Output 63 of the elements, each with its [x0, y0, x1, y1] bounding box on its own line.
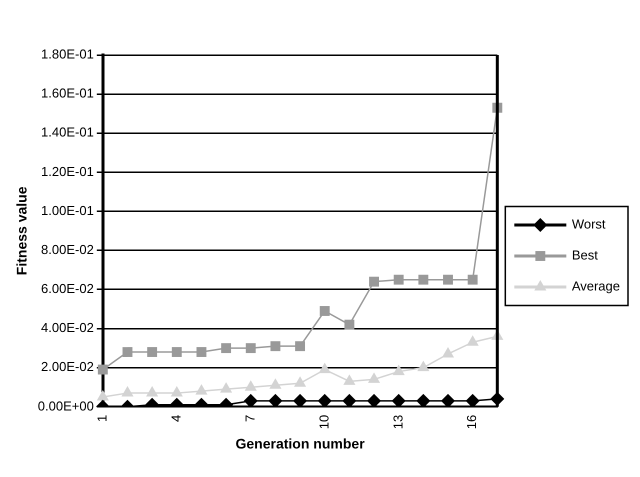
point	[318, 394, 332, 407]
point	[343, 374, 356, 385]
point	[293, 394, 308, 407]
x-tick-label: 1	[94, 414, 110, 422]
y-tick-label: 0.00E+00	[38, 398, 94, 414]
point	[122, 347, 132, 357]
point	[294, 376, 306, 387]
point	[146, 386, 158, 397]
point	[394, 274, 404, 285]
point	[221, 343, 232, 354]
point	[441, 394, 456, 407]
x-axis-title: Generation number	[236, 435, 366, 452]
point	[295, 341, 306, 352]
y-tick-label: 6.00E-02	[41, 281, 94, 296]
point	[466, 394, 480, 407]
y-tick-label: 1.80E-01	[41, 46, 94, 62]
point	[418, 274, 428, 285]
point	[466, 335, 479, 346]
point	[220, 382, 232, 393]
y-axis-title: Fitness value	[13, 186, 30, 276]
point	[443, 274, 453, 285]
point	[195, 384, 208, 395]
y-tick-label: 1.20E-01	[41, 164, 94, 179]
point	[121, 386, 134, 397]
point	[368, 372, 380, 383]
point	[417, 360, 430, 372]
legend-label: Worst	[572, 216, 606, 232]
y-tick-label: 2.00E-02	[41, 359, 94, 374]
point	[392, 394, 406, 407]
point	[269, 378, 282, 389]
y-tick-label: 8.00E-02	[41, 242, 94, 257]
x-tick-label: 10	[316, 414, 332, 430]
point	[147, 347, 158, 357]
point	[98, 364, 108, 375]
y-tick-label: 1.00E-01	[41, 202, 94, 218]
y-tick-label: 4.00E-02	[41, 320, 94, 336]
point	[246, 343, 256, 354]
point	[416, 394, 430, 407]
point	[268, 394, 282, 407]
point	[320, 306, 330, 316]
point	[270, 341, 280, 352]
legend-label: Best	[572, 248, 598, 263]
y-tick-label: 1.60E-01	[41, 86, 94, 101]
legend-label: Average	[572, 278, 620, 294]
point	[244, 394, 258, 407]
x-tick-label: 7	[242, 414, 258, 422]
point	[367, 394, 382, 407]
point	[342, 394, 356, 407]
x-tick-label: 16	[464, 414, 480, 430]
x-tick-label: 13	[390, 414, 406, 430]
point	[442, 346, 454, 358]
point	[170, 386, 183, 397]
point	[369, 276, 379, 287]
point	[196, 347, 206, 357]
point	[468, 274, 478, 285]
point	[392, 364, 405, 376]
point	[244, 380, 257, 391]
point	[318, 362, 331, 374]
point	[96, 390, 109, 400]
point	[344, 320, 354, 330]
point	[172, 347, 182, 357]
y-tick-label: 1.40E-01	[41, 124, 94, 140]
x-tick-label: 4	[168, 414, 184, 422]
